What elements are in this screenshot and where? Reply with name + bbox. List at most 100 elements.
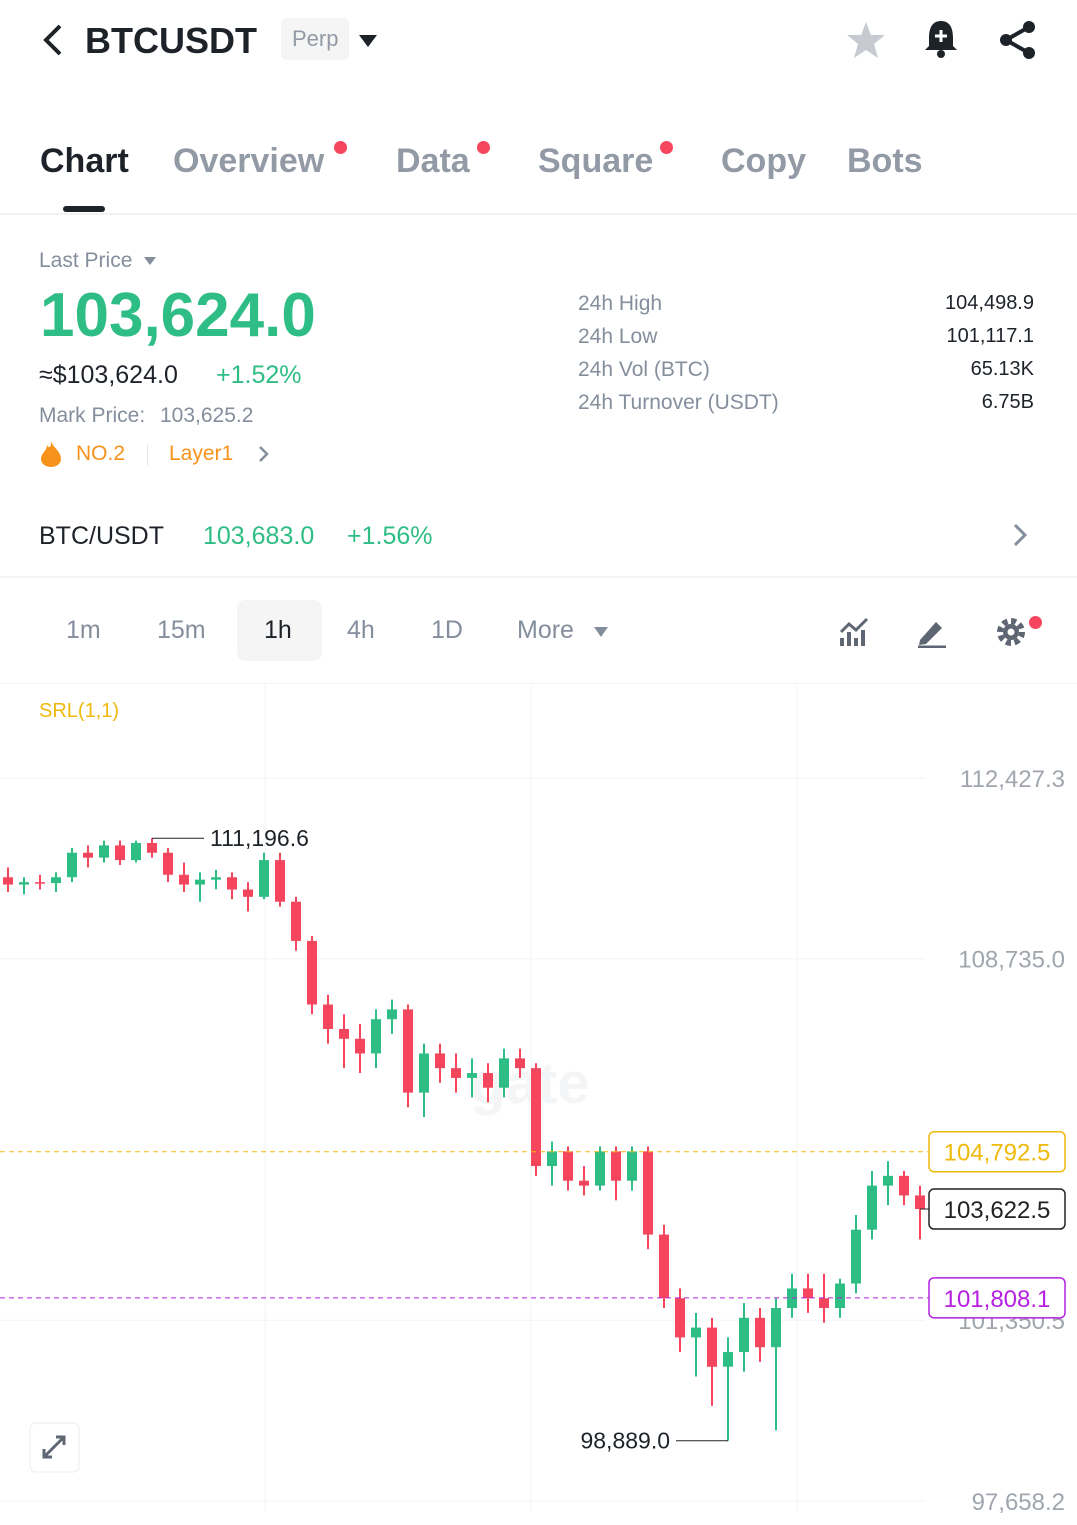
candle-body (387, 1009, 397, 1020)
interval[interactable]: 1h (264, 616, 292, 644)
price-line-label: 104,792.5 (944, 1140, 1051, 1167)
candle-body (3, 877, 13, 885)
usd-price: ≈$103,624.0 (39, 361, 178, 389)
candle-body (595, 1151, 605, 1186)
candle-body (451, 1068, 461, 1078)
candle-body (51, 877, 61, 884)
chevron[interactable] (1012, 522, 1028, 548)
stat-label: 24h Vol (BTC) (578, 358, 710, 381)
interval-selected-bg (237, 600, 322, 661)
candle-body (643, 1151, 653, 1235)
candle-body (627, 1151, 637, 1181)
candle-body (515, 1058, 525, 1069)
candle-body (819, 1298, 829, 1309)
chart: gate SRL(1,1) 112,427.3108,735.0101,350.… (0, 685, 1066, 1516)
candle-body (659, 1234, 669, 1299)
draw-icon[interactable] (916, 616, 948, 648)
y-tick-label: 112,427.3 (960, 766, 1065, 793)
price-box (928, 1188, 1066, 1230)
candle-body (275, 860, 285, 902)
separator (147, 444, 148, 466)
candle-body (723, 1352, 733, 1367)
badge[interactable]: Perp (281, 18, 350, 60)
tag[interactable]: Layer1 (169, 442, 234, 465)
fire-icon (41, 441, 61, 467)
indicator-icon[interactable] (838, 616, 870, 648)
tab[interactable]: Bots (847, 142, 923, 180)
rank[interactable]: NO.2 (76, 442, 126, 465)
interval[interactable]: 1m (66, 616, 101, 644)
tab[interactable]: Overview (173, 142, 325, 180)
candle-body (291, 901, 301, 941)
annotation-label: 111,196.6 (210, 825, 309, 851)
back-button[interactable] (38, 22, 66, 58)
last-price-label[interactable]: Last Price (39, 249, 133, 272)
candle-body (835, 1283, 845, 1309)
candle-body (707, 1327, 717, 1367)
y-tick-label: 108,735.0 (958, 947, 1065, 974)
candle-body (227, 877, 237, 890)
candle-body (435, 1053, 445, 1069)
tab[interactable]: Chart (40, 142, 129, 180)
candle-body (419, 1053, 429, 1093)
stat-label: 24h Turnover (USDT) (578, 391, 779, 414)
spot-change: +1.56% (347, 522, 433, 550)
candle-body (147, 842, 157, 853)
candle-body (547, 1151, 557, 1167)
badge-dot (1029, 616, 1042, 629)
stat-value: 101,117.1 (946, 325, 1035, 347)
spot-price: 103,683.0 (203, 522, 315, 550)
tab[interactable]: Copy (721, 142, 806, 180)
mark-label: Mark Price: (39, 404, 146, 427)
tab-indicator (63, 206, 105, 212)
candle-body (499, 1058, 509, 1088)
alert-icon[interactable] (922, 18, 960, 60)
interval[interactable]: 15m (157, 616, 206, 644)
stat-value: 104,498.9 (945, 292, 1034, 314)
candle-body (195, 879, 205, 885)
candle-body (915, 1195, 925, 1210)
interval[interactable]: More (517, 616, 574, 644)
candle-body (259, 860, 269, 897)
divider (0, 576, 1077, 578)
candle-body (563, 1151, 573, 1181)
candle-body (771, 1308, 781, 1348)
candle-body (83, 852, 93, 858)
candle-body (115, 845, 125, 861)
interval[interactable]: 4h (347, 616, 375, 644)
candle-body (211, 877, 221, 880)
candle-body (675, 1298, 685, 1338)
dropdown (594, 627, 608, 637)
price-box (928, 1277, 1066, 1319)
spot-pair[interactable]: BTC/USDT (39, 522, 164, 550)
candle-body (163, 852, 173, 875)
badge-dot (477, 141, 490, 154)
stat-label: 24h High (578, 292, 663, 315)
candle-body (179, 874, 189, 885)
candle-body (883, 1175, 893, 1186)
stat-value: 65.13K (970, 358, 1034, 380)
settings-icon[interactable] (996, 616, 1028, 648)
candle-body (867, 1185, 877, 1230)
candle-body (739, 1317, 749, 1353)
interval[interactable]: 1D (431, 616, 463, 644)
candle-body (371, 1019, 381, 1054)
price-line-label: 103,622.5 (944, 1197, 1051, 1224)
favorite-icon[interactable] (845, 20, 887, 60)
mark-price: 103,625.2 (160, 404, 254, 427)
candle-body (131, 842, 141, 861)
candle-body (323, 1004, 333, 1029)
price-box (928, 1130, 1066, 1173)
indicator-label: SRL(1,1) (39, 700, 119, 722)
share-icon[interactable] (998, 20, 1038, 60)
dropdown[interactable] (358, 34, 378, 48)
badge-dot (660, 141, 673, 154)
tab[interactable]: Square (538, 142, 654, 180)
candle-body (99, 845, 109, 858)
candle-body (611, 1151, 621, 1181)
dropdown (144, 257, 156, 265)
divider (0, 213, 1077, 215)
candle-body (467, 1073, 477, 1078)
tab[interactable]: Data (396, 142, 470, 180)
